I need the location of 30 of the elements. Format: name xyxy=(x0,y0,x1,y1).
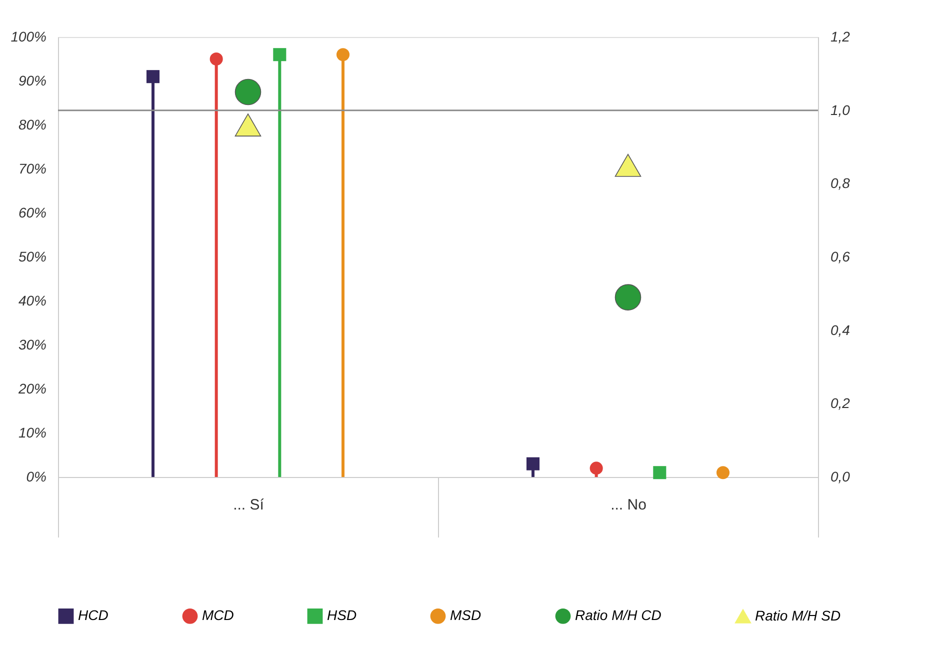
y-tick-label: 0% xyxy=(26,468,46,484)
x-tick-label: ... Sí xyxy=(233,496,265,514)
y-tick-label: 90% xyxy=(18,72,46,88)
y2-tick-label: 1,2 xyxy=(830,28,850,44)
legend-label: HSD xyxy=(327,607,357,624)
point xyxy=(614,284,642,310)
legend-label: HCD xyxy=(78,607,108,624)
y2-tick-label: 0,0 xyxy=(830,468,850,484)
y-tick-label: 70% xyxy=(18,160,46,176)
x-tick-label: ... No xyxy=(610,496,646,514)
point xyxy=(234,114,262,136)
legend-label: Ratio M/H SD xyxy=(755,608,841,624)
legend-label: Ratio M/H CD xyxy=(575,607,662,624)
y-tick-label: 10% xyxy=(18,424,46,440)
y-tick-label: 30% xyxy=(18,336,46,352)
point xyxy=(614,154,642,177)
y2-tick-label: 0,2 xyxy=(830,395,850,412)
legend-label: MSD xyxy=(450,607,482,624)
y-tick-label: 80% xyxy=(18,116,46,132)
y2-tick-label: 0,6 xyxy=(830,248,850,264)
y2-tick-label: 0,8 xyxy=(830,175,850,192)
y-tick-label: 50% xyxy=(18,248,46,264)
y2-tick-label: 0,4 xyxy=(830,322,850,338)
point xyxy=(234,78,262,106)
y-tick-label: 40% xyxy=(18,292,46,308)
y-tick-label: 100% xyxy=(10,28,46,44)
y2-tick-label: 1,0 xyxy=(830,102,850,118)
y-tick-label: 20% xyxy=(17,380,46,396)
legend-label: MCD xyxy=(202,607,234,624)
y-tick-label: 60% xyxy=(18,204,46,220)
